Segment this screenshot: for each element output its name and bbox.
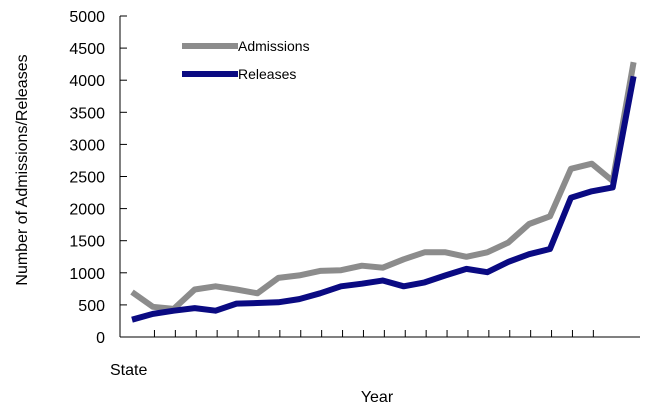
series-line-releases bbox=[131, 75, 637, 323]
y-axis-title: Number of Admissions/Releases bbox=[14, 54, 31, 285]
series-line-admissions bbox=[130, 61, 637, 312]
y-tick-label: 500 bbox=[78, 298, 105, 315]
series-layer bbox=[130, 61, 637, 323]
y-tick-label: 1000 bbox=[69, 266, 105, 283]
y-tick-label: 4000 bbox=[69, 73, 105, 90]
x-axis: State bbox=[110, 330, 640, 379]
legend-label: Releases bbox=[238, 66, 296, 82]
y-tick-label: 1500 bbox=[69, 234, 105, 251]
x-axis-title: Year bbox=[361, 389, 394, 406]
y-tick-label: 2000 bbox=[69, 202, 105, 219]
y-tick-label: 3500 bbox=[69, 105, 105, 122]
y-tick-label: 4500 bbox=[69, 41, 105, 58]
y-tick-label: 2500 bbox=[69, 170, 105, 187]
legend: Admissions Releases bbox=[182, 38, 310, 82]
y-axis: 0 500 1000 1500 2000 2500 3000 3500 4000 4500 5000 bbox=[69, 9, 127, 347]
y-tick-label: 3000 bbox=[69, 137, 105, 154]
x-tick-label: State bbox=[110, 362, 147, 379]
y-tick-label: 5000 bbox=[69, 9, 105, 26]
y-tick-label: 0 bbox=[96, 330, 105, 347]
legend-label: Admissions bbox=[238, 38, 310, 54]
